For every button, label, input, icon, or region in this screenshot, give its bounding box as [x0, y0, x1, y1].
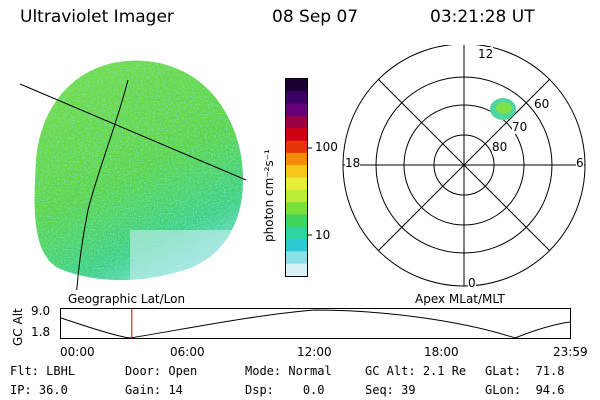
colorbar-cell — [286, 165, 307, 179]
uv-disk-image — [19, 60, 247, 290]
colorbar-cell — [286, 91, 307, 105]
colorbar-cell — [286, 128, 307, 142]
colorbar-tick-100: 100 — [315, 140, 338, 154]
colorbar-cell — [286, 202, 307, 216]
status-glat: GLat: 71.8 — [485, 364, 565, 378]
polar-caption: Apex MLat/MLT — [415, 292, 505, 306]
status-gain: Gain: 14 — [125, 383, 183, 397]
mlt-label-18: 18 — [345, 156, 361, 170]
timeline-xtick-1: 06:00 — [170, 345, 205, 359]
timeline-xtick-3: 18:00 — [424, 345, 459, 359]
colorbar-cell — [286, 115, 307, 129]
colorbar-cell — [286, 152, 307, 166]
colorbar-cell — [286, 103, 307, 117]
timeline-ytick-top: 9.0 — [31, 304, 51, 318]
mlt-label-12: 12 — [478, 47, 494, 61]
timeline-ytick-bottom: 1.8 — [31, 325, 51, 339]
status-door: Door: Open — [125, 364, 198, 378]
geographic-longitude-line — [76, 79, 129, 290]
intensity-colorbar — [285, 78, 312, 277]
mlat-label-60: 60 — [534, 97, 550, 111]
status-ip: IP: 36.0 — [10, 383, 68, 397]
observation-date: 08 Sep 07 — [272, 7, 359, 27]
timeline-xtick-2: 12:00 — [297, 345, 332, 359]
timeline-xtick-0: 00:00 — [60, 345, 95, 359]
image-caption: Geographic Lat/Lon — [68, 292, 186, 306]
status-dsp: Dsp: 0.0 — [245, 383, 325, 397]
colorbar-cell — [286, 140, 307, 154]
colorbar-cell — [286, 263, 307, 277]
colorbar-tick-10: 10 — [315, 228, 331, 242]
apex-polar-plot — [342, 45, 586, 287]
timeline-xtick-4: 23:59 — [553, 345, 588, 359]
colorbar-cell — [286, 239, 307, 252]
status-filter: Flt: LBHL — [10, 364, 76, 378]
mlat-label-80: 80 — [492, 140, 508, 154]
colorbar-cell — [286, 251, 307, 265]
colorbar-cell — [286, 189, 307, 203]
altitude-timeline-plot — [60, 308, 571, 339]
colorbar-cell — [286, 214, 307, 228]
auroral-oval-patch — [490, 98, 516, 120]
status-gc-alt: GC Alt: 2.1 Re — [365, 364, 467, 378]
status-seq: Seq: 39 — [365, 383, 416, 397]
mlt-label-0: 0 — [468, 276, 476, 290]
timeline-ylabel: GC Alt — [11, 308, 25, 346]
instrument-title: Ultraviolet Imager — [20, 7, 174, 27]
colorbar-cell — [286, 226, 307, 240]
mlt-label-6: 6 — [576, 156, 584, 170]
colorbar-cell — [286, 177, 307, 191]
colorbar-cell — [286, 79, 307, 92]
colorbar-label: photon cm⁻²s⁻¹ — [262, 149, 276, 242]
mlat-label-70: 70 — [512, 120, 528, 134]
observation-time: 03:21:28 UT — [430, 7, 535, 27]
status-mode: Mode: Normal — [245, 364, 332, 378]
geographic-latitude-line — [19, 83, 247, 181]
status-glon: GLon: 94.6 — [485, 383, 565, 397]
